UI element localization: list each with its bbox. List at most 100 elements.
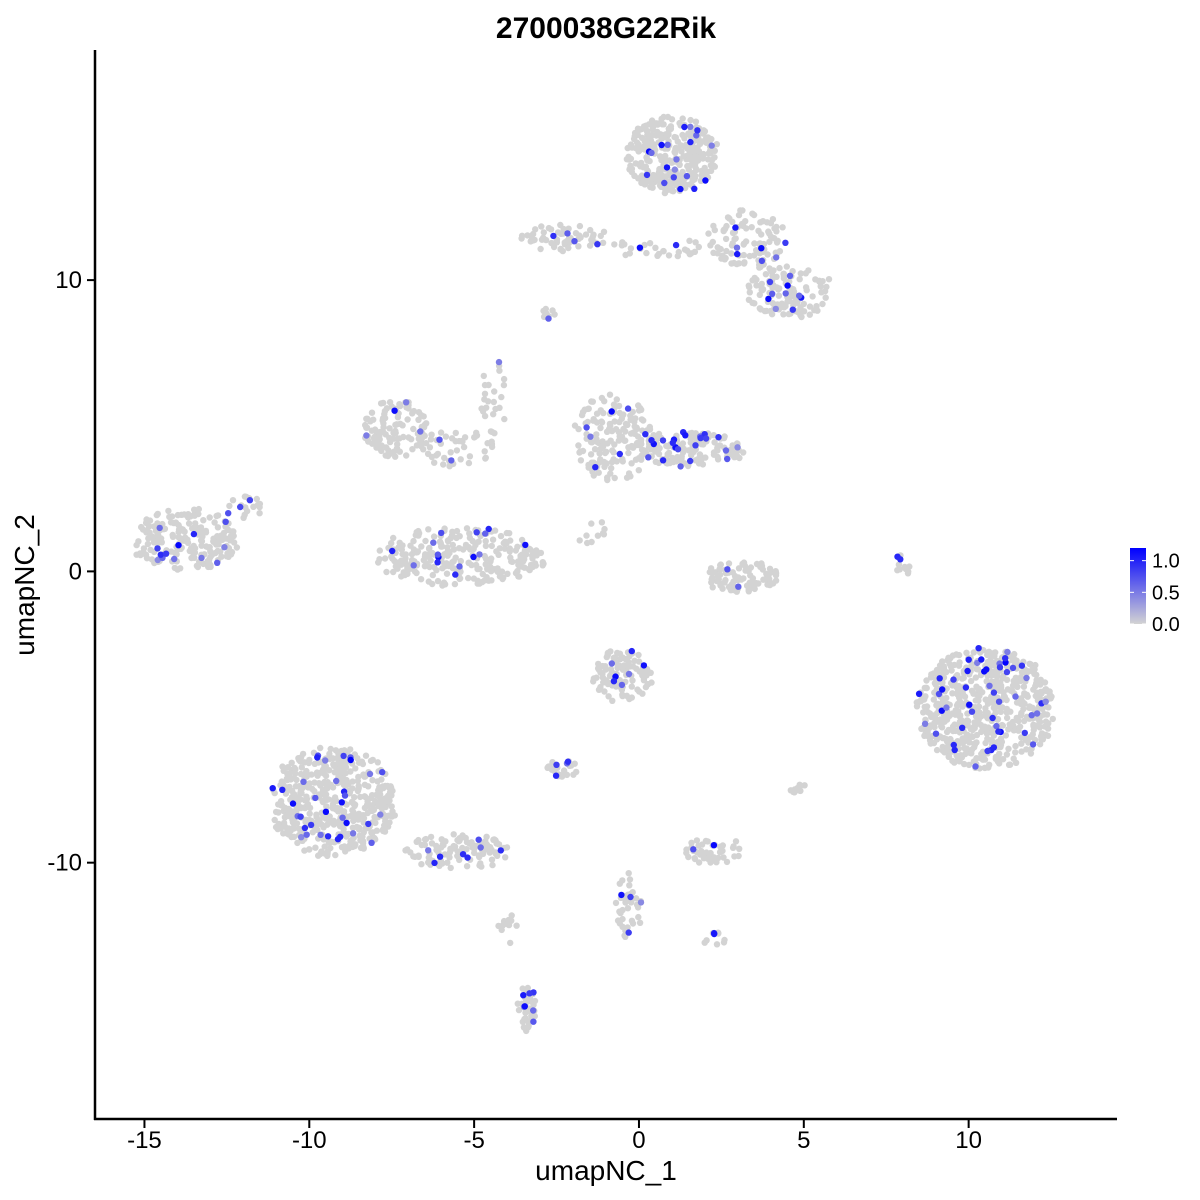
cell-point-expressing (476, 551, 483, 558)
cell-point (229, 497, 237, 504)
cell-point-expressing (1033, 710, 1041, 717)
cell-point-expressing (322, 757, 329, 764)
cell-point (502, 854, 509, 861)
cell-point (403, 452, 410, 459)
cell-point (780, 311, 787, 318)
cell-point (699, 461, 707, 468)
cell-point (576, 222, 584, 230)
cell-point-expressing (702, 435, 710, 442)
x-tick-label: 10 (955, 1127, 982, 1154)
cell-point-expressing (939, 686, 946, 693)
cell-point (720, 939, 728, 946)
cell-point (371, 834, 378, 842)
cell-point (802, 284, 810, 291)
cell-point (433, 846, 440, 854)
cell-point-expressing (661, 179, 668, 187)
cell-point (482, 542, 490, 550)
cell-point (688, 429, 696, 437)
cell-point (504, 570, 511, 577)
cell-point (970, 649, 977, 656)
cell-point (1030, 726, 1038, 734)
x-tick-label: -5 (463, 1127, 484, 1154)
cell-point (200, 517, 207, 524)
cell-point-expressing (975, 645, 982, 652)
cell-point (464, 543, 471, 551)
cell-point-expressing (959, 724, 966, 731)
cell-point (414, 549, 421, 556)
cell-point-expressing (363, 432, 370, 439)
cell-point (710, 432, 717, 439)
cell-point (943, 716, 951, 723)
cell-point-expressing (677, 463, 684, 470)
cell-point (1005, 726, 1012, 733)
cell-point (540, 229, 547, 236)
cell-point (692, 163, 699, 170)
cell-point (992, 753, 1000, 761)
cell-point (729, 442, 736, 449)
cell-point (691, 855, 698, 862)
cell-point (281, 823, 289, 830)
cell-point (701, 128, 709, 135)
cell-point (560, 225, 567, 233)
cell-point-expressing (1002, 655, 1009, 662)
cell-point-expressing (708, 142, 715, 149)
cell-point (302, 769, 310, 776)
cell-point (636, 919, 644, 926)
cell-point-expressing (587, 433, 594, 440)
cell-point (518, 536, 526, 544)
cell-point (514, 543, 521, 550)
cell-point-expressing (645, 454, 652, 461)
cell-point (949, 710, 956, 717)
cell-point (588, 520, 595, 527)
cell-point (508, 912, 515, 919)
cell-point (955, 740, 962, 747)
cell-point (571, 760, 578, 767)
cell-point (361, 804, 369, 812)
cell-point (713, 941, 721, 948)
cell-point (715, 854, 722, 862)
cell-point-expressing (1009, 664, 1017, 672)
cell-point-expressing (571, 238, 578, 245)
cell-point (648, 117, 656, 124)
cell-point (365, 438, 372, 445)
cell-point (420, 557, 427, 564)
cell-point (185, 520, 193, 527)
cell-point (422, 537, 429, 545)
cell-point (396, 539, 403, 546)
cell-point (920, 709, 927, 716)
colorbar-legend: 1.0 0.5 0.0 (1130, 551, 1180, 636)
cell-point (773, 273, 780, 280)
cell-point (304, 784, 312, 791)
cell-point (1042, 686, 1050, 693)
cell-point (381, 798, 388, 806)
cell-point (325, 813, 332, 820)
cell-point (496, 573, 504, 580)
cell-point (582, 231, 590, 238)
cell-point (443, 549, 451, 556)
cell-point (794, 785, 801, 792)
cell-point (1020, 705, 1027, 713)
cell-point-expressing (772, 305, 779, 313)
cell-point-expressing (943, 704, 950, 711)
cell-point-expressing (990, 744, 998, 751)
cell-point (943, 694, 950, 702)
cell-point (500, 381, 508, 389)
cell-point (759, 286, 767, 293)
cell-point (984, 709, 991, 717)
cell-point (1010, 722, 1017, 729)
cell-point (629, 444, 637, 451)
cell-point (695, 243, 702, 251)
cell-point (701, 939, 708, 946)
cell-point (693, 837, 701, 844)
cell-point (634, 686, 641, 693)
cell-point (479, 408, 487, 415)
cell-point-expressing (289, 800, 297, 807)
cell-point (755, 227, 762, 234)
cell-point (765, 228, 772, 235)
cell-point (428, 431, 435, 438)
cell-point (526, 545, 533, 552)
cell-point-expressing (702, 177, 709, 184)
cell-point (981, 764, 989, 772)
cell-point (723, 858, 731, 866)
